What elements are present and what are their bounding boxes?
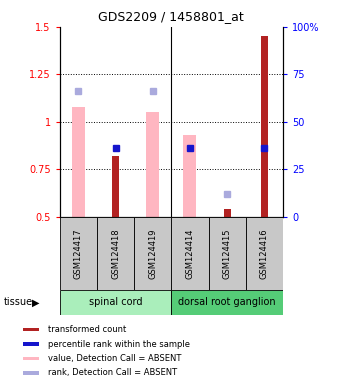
Bar — [224, 209, 231, 217]
Text: value, Detection Call = ABSENT: value, Detection Call = ABSENT — [48, 354, 182, 363]
Bar — [112, 156, 119, 217]
Bar — [171, 217, 209, 290]
Bar — [72, 107, 85, 217]
Text: GSM124419: GSM124419 — [148, 228, 157, 279]
Bar — [183, 135, 196, 217]
Bar — [23, 343, 39, 346]
Text: GSM124414: GSM124414 — [186, 228, 194, 279]
Bar — [171, 290, 283, 315]
Text: ▶: ▶ — [32, 297, 40, 308]
Text: rank, Detection Call = ABSENT: rank, Detection Call = ABSENT — [48, 369, 178, 377]
Bar — [60, 290, 172, 315]
Text: dorsal root ganglion: dorsal root ganglion — [178, 297, 276, 308]
Text: transformed count: transformed count — [48, 325, 127, 334]
Text: GDS2209 / 1458801_at: GDS2209 / 1458801_at — [98, 10, 243, 23]
Text: GSM124418: GSM124418 — [111, 228, 120, 279]
Text: percentile rank within the sample: percentile rank within the sample — [48, 340, 190, 349]
Bar — [23, 357, 39, 360]
Text: GSM124415: GSM124415 — [223, 228, 232, 279]
Bar — [60, 217, 97, 290]
Bar — [246, 217, 283, 290]
Bar — [209, 217, 246, 290]
Text: GSM124417: GSM124417 — [74, 228, 83, 279]
Bar — [97, 217, 134, 290]
Bar — [146, 113, 159, 217]
Bar — [23, 328, 39, 331]
Text: tissue: tissue — [3, 297, 32, 308]
Text: spinal cord: spinal cord — [89, 297, 142, 308]
Bar — [261, 36, 268, 217]
Bar — [134, 217, 171, 290]
Bar — [23, 371, 39, 375]
Text: GSM124416: GSM124416 — [260, 228, 269, 279]
